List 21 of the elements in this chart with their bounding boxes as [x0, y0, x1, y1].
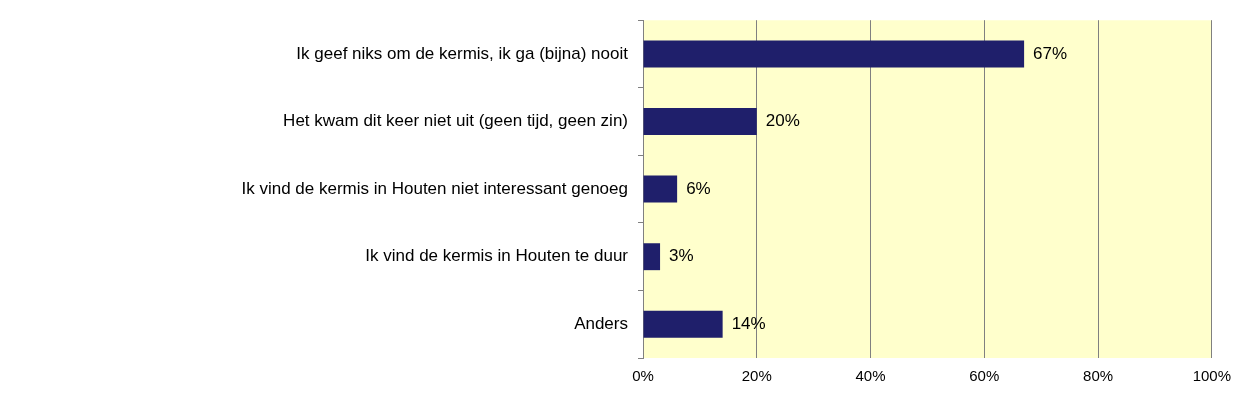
x-tick-label: 0%: [632, 367, 654, 385]
x-tick-label: 100%: [1192, 367, 1232, 385]
data-label: 14%: [731, 313, 766, 333]
bar: [643, 310, 723, 338]
bar: [643, 108, 757, 136]
x-tick-label: 80%: [1083, 367, 1114, 385]
x-tick-label: 20%: [741, 367, 772, 385]
bar: [643, 243, 661, 271]
data-label: 67%: [1033, 43, 1068, 63]
data-label: 20%: [765, 111, 800, 131]
y-tick-label: Anders: [574, 313, 628, 333]
y-tick-label: Ik geef niks om de kermis, ik ga (bijna) nooit: [296, 43, 629, 63]
data-label: 6%: [686, 178, 711, 198]
y-tick-label: Het kwam dit keer niet uit (geen tijd, geen zin): [283, 111, 628, 131]
x-tick-label: 40%: [855, 367, 886, 385]
bar: [643, 40, 1025, 68]
bar: [643, 175, 678, 203]
y-tick-label: Ik vind de kermis in Houten te duur: [365, 246, 629, 266]
x-tick-label: 60%: [969, 367, 1000, 385]
data-label: 3%: [669, 246, 694, 266]
y-tick-label: Ik vind de kermis in Houten niet interessant genoeg: [241, 178, 628, 198]
